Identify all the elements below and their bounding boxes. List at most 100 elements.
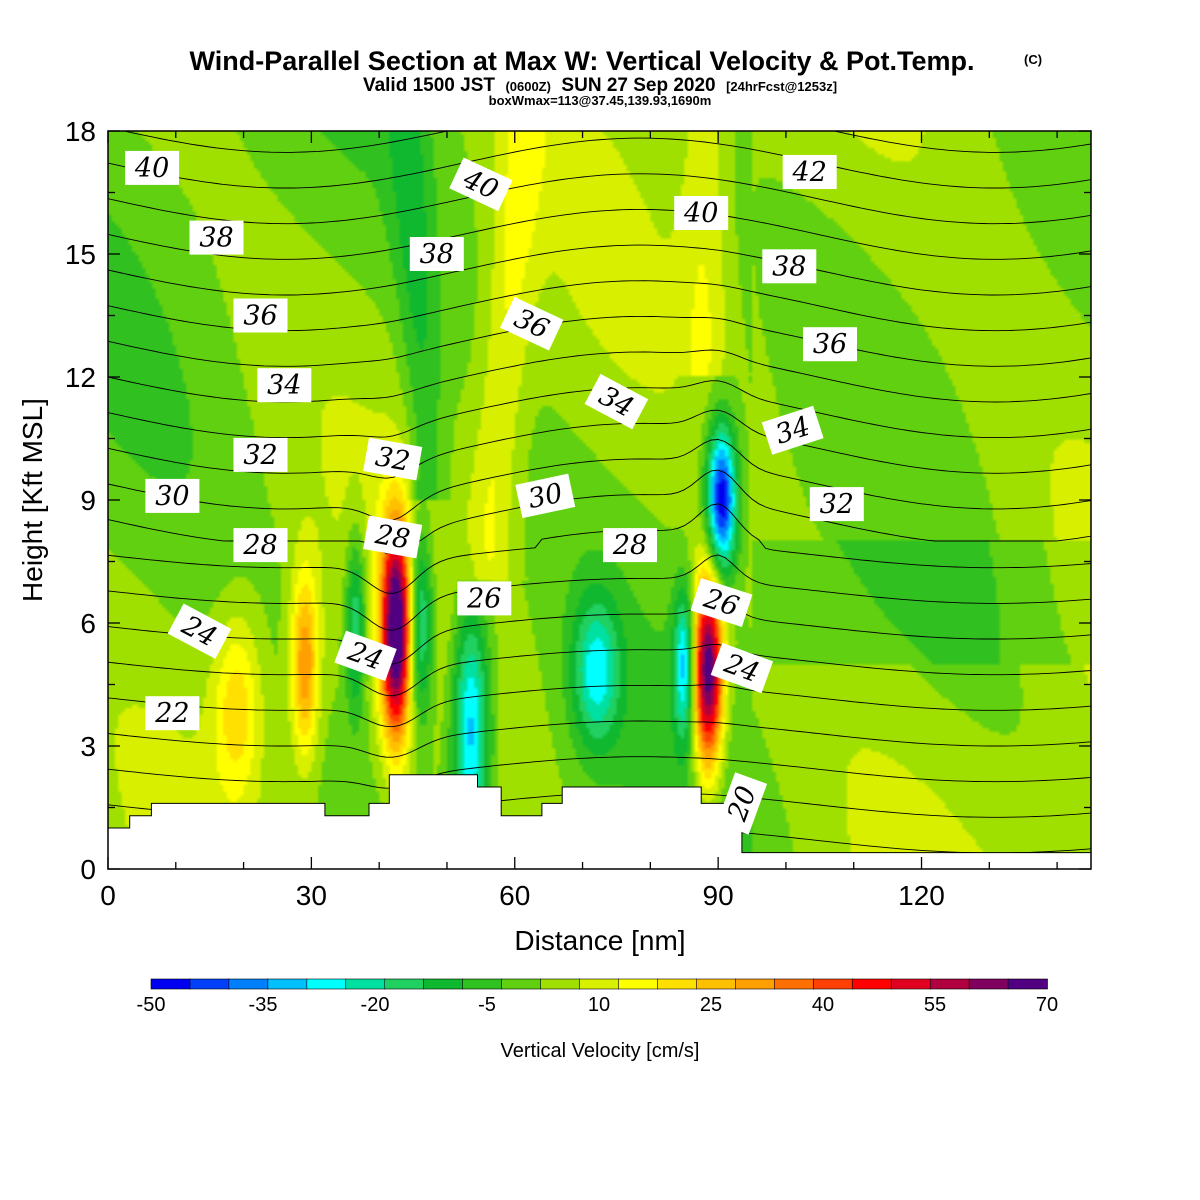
colorbar-swatch <box>150 978 191 990</box>
contour-label-text: 38 <box>420 239 454 270</box>
colorbar-tick-label: -35 <box>249 994 278 1016</box>
contour-label-text: 28 <box>372 519 412 556</box>
theta-contour-line <box>108 173 1091 225</box>
theta-contour-line <box>108 439 1091 521</box>
colorbar-swatch <box>696 978 737 990</box>
contour-label: 30 <box>515 473 576 519</box>
x-tick-label: 120 <box>898 880 945 911</box>
colorbar-swatch <box>735 978 776 990</box>
colorbar-swatch <box>929 978 970 990</box>
theta-contour-line <box>122 131 1091 153</box>
contour-label-text: 38 <box>199 223 233 254</box>
colorbar: -50 -35 -20 -5 10 25 40 55 70 <box>137 978 1058 1016</box>
y-tick-label: 18 <box>65 116 96 147</box>
contour-label-text: 40 <box>134 153 169 184</box>
colorbar-swatch <box>773 978 815 990</box>
theta-contour-line <box>108 554 1091 631</box>
y-tick-label: 0 <box>80 854 96 885</box>
y-axis-label: Height [Kft MSL] <box>17 398 48 602</box>
colorbar-swatch <box>462 978 503 990</box>
colorbar-swatch <box>618 978 659 990</box>
forecast-label: [24hrFcst@1253z] <box>726 79 837 94</box>
chart-title: Wind-Parallel Section at Max W: Vertical… <box>190 46 975 76</box>
contour-label-text: 28 <box>242 530 277 561</box>
x-tick-label: 30 <box>296 880 327 911</box>
x-axis: 0 30 60 90 120 <box>100 131 1058 911</box>
theta-contour-line <box>108 600 1091 665</box>
terrain <box>108 774 1091 869</box>
x-axis-label: Distance [nm] <box>514 925 685 956</box>
copyright-mark: (C) <box>1024 52 1042 67</box>
contour-label: 38 <box>762 249 817 284</box>
contour-label: 34 <box>257 368 312 403</box>
colorbar-swatch <box>890 978 931 990</box>
contour-label: 36 <box>803 327 857 362</box>
theta-contour-line <box>108 208 1091 260</box>
contour-label-text: 40 <box>683 198 718 229</box>
contour-label: 40 <box>674 196 729 230</box>
contour-label-text: 36 <box>243 301 277 332</box>
valid-date: SUN 27 Sep 2020 <box>561 75 715 96</box>
colorbar-tick-label: -20 <box>361 994 390 1016</box>
vertical-velocity-field <box>108 131 1091 869</box>
theta-contour-line <box>108 409 1091 479</box>
colorbar-tick-label: 70 <box>1036 994 1058 1016</box>
colorbar-tick-label: -50 <box>137 994 166 1016</box>
contour-label-text: 30 <box>525 478 565 515</box>
theta-contour-line <box>108 137 1091 189</box>
theta-contour-line <box>108 244 1091 296</box>
theta-contour-line <box>108 644 1091 697</box>
colorbar-tick-label: 10 <box>588 994 610 1016</box>
y-tick-label: 6 <box>80 608 96 639</box>
colorbar-swatch <box>579 978 620 990</box>
colorbar-swatch <box>384 978 425 990</box>
contour-label: 42 <box>782 155 837 189</box>
contour-label-text: 32 <box>243 440 277 471</box>
contour-label: 22 <box>145 696 200 731</box>
x-tick-label: 90 <box>703 880 734 911</box>
x-tick-label: 60 <box>499 880 530 911</box>
contour-label: 36 <box>233 298 288 333</box>
contour-label: 40 <box>125 150 180 185</box>
contour-label-text: 32 <box>820 489 854 520</box>
contour-label-text: 22 <box>154 698 189 729</box>
contour-label: 32 <box>809 487 864 522</box>
colorbar-swatch <box>228 978 269 990</box>
contour-label-text: 38 <box>772 251 806 282</box>
colorbar-swatch <box>968 978 1009 990</box>
colorbar-tick-label: 25 <box>700 994 722 1016</box>
colorbar-swatch <box>812 978 854 990</box>
contour-label: 34 <box>761 405 824 455</box>
y-tick-label: 9 <box>80 485 96 516</box>
colorbar-swatch <box>267 978 308 990</box>
valid-utc: (0600Z) <box>505 79 551 94</box>
contour-label-text: 28 <box>612 530 647 561</box>
contour-label: 28 <box>363 515 423 559</box>
contour-label: 26 <box>690 577 753 628</box>
box-wmax-line: boxWmax=113@37.45,139.93,1690m <box>489 93 712 108</box>
contour-label-text: 34 <box>267 370 301 401</box>
colorbar-swatch <box>423 978 464 990</box>
contour-label: 28 <box>233 528 288 563</box>
contour-label: 32 <box>233 437 288 472</box>
x-tick-label: 0 <box>100 880 116 911</box>
chart-title-block: Wind-Parallel Section at Max W: Vertical… <box>190 46 1043 108</box>
colorbar-tick-label: 40 <box>812 994 834 1016</box>
colorbar-swatch <box>189 978 230 990</box>
colorbar-swatch <box>657 978 698 990</box>
contour-label: 30 <box>145 478 200 513</box>
y-tick-label: 3 <box>80 731 96 762</box>
contour-label-text: 42 <box>792 157 827 188</box>
y-tick-label: 12 <box>65 362 96 393</box>
contour-label-text: 30 <box>155 481 189 512</box>
colorbar-tick-label: 55 <box>924 994 946 1016</box>
theta-contour-line <box>108 720 1091 758</box>
contour-label-text: 36 <box>813 329 847 360</box>
colorbar-tick-label: -5 <box>478 994 496 1016</box>
contour-label: 26 <box>457 581 512 616</box>
theta-contour-line <box>108 756 1091 789</box>
theta-contour-line <box>108 503 1091 595</box>
